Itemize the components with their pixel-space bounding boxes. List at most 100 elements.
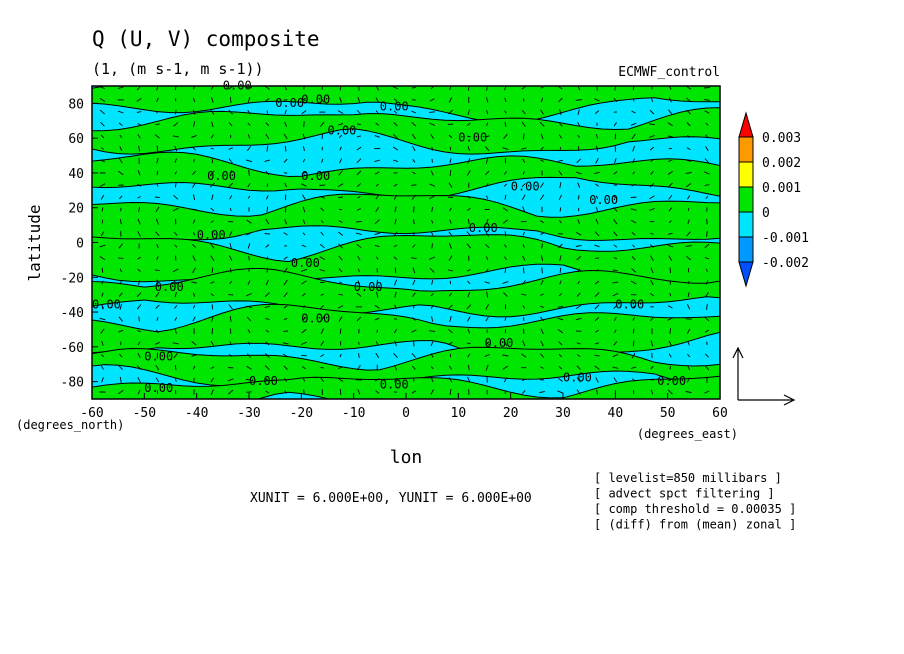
wind-vector (137, 134, 141, 139)
wind-vector (174, 365, 177, 371)
wind-vector (539, 391, 545, 394)
wind-vector (430, 170, 434, 176)
wind-vector (668, 232, 673, 235)
wind-vector (137, 352, 141, 359)
wind-vector (266, 206, 269, 213)
wind-vector (338, 170, 343, 176)
wind-vector (466, 208, 471, 211)
wind-vector (303, 146, 305, 152)
wind-vector (338, 366, 343, 370)
wind-vector (393, 329, 398, 334)
wind-vector (138, 279, 141, 286)
wind-vector (284, 390, 287, 394)
wind-vector (100, 328, 105, 334)
wind-vector (595, 218, 599, 225)
wind-vector (375, 352, 380, 359)
wind-vector (100, 231, 105, 237)
wind-vector (319, 195, 326, 199)
wind-vector (686, 122, 691, 127)
wind-vector (485, 231, 489, 237)
wind-vector (394, 279, 398, 286)
x-axis-label: lon (390, 447, 423, 468)
wind-vector (706, 268, 708, 272)
wind-vector (431, 146, 433, 151)
wind-vector (503, 133, 508, 139)
contour-label: 0.00 (249, 374, 278, 388)
wind-vector (484, 135, 490, 138)
y-axis-label: latitude (25, 204, 44, 281)
wind-vector (669, 292, 672, 297)
wind-vector (594, 244, 600, 248)
wind-vector (339, 353, 342, 358)
wind-vector (229, 341, 232, 346)
wind-vector (558, 170, 563, 176)
wind-vector (541, 243, 543, 249)
wind-vector (192, 97, 196, 103)
wind-vector (576, 389, 581, 395)
wind-vector (558, 121, 563, 127)
wind-vector (192, 232, 196, 236)
wind-vector (393, 364, 398, 371)
wind-vector (704, 98, 710, 101)
wind-vector (686, 304, 691, 310)
wind-vector (137, 268, 141, 272)
wind-vector (356, 220, 362, 223)
wind-vector (520, 147, 527, 150)
wind-vector (485, 256, 489, 261)
wind-vector (247, 341, 251, 346)
wind-vector (174, 158, 177, 163)
wind-vector (211, 121, 214, 128)
wind-vector (191, 341, 197, 346)
x-tick-label: 40 (608, 406, 624, 421)
wind-vector (504, 267, 507, 273)
wind-vector (174, 232, 178, 236)
wind-vector (376, 329, 378, 333)
annotation-note: [ levelist=850 millibars ] (594, 471, 782, 485)
wind-vector (283, 232, 288, 236)
wind-vector (155, 329, 160, 333)
wind-vector (265, 244, 270, 248)
contour-label: 0.00 (657, 374, 686, 388)
wind-vector (649, 208, 655, 211)
wind-vector (338, 255, 343, 261)
wind-vector (449, 207, 452, 212)
wind-vector (246, 219, 252, 224)
wind-vector (101, 377, 104, 383)
wind-vector (613, 244, 618, 248)
wind-vector (540, 232, 544, 236)
wind-vector (559, 219, 562, 224)
wind-vector (577, 219, 581, 225)
wind-vector (374, 159, 381, 163)
wind-vector (394, 206, 397, 213)
wind-vector (283, 292, 288, 298)
wind-vector (685, 172, 692, 174)
wind-vector (283, 256, 288, 260)
wind-vector (430, 293, 434, 297)
contour-label: 0.00 (485, 336, 514, 350)
wind-vector (301, 341, 307, 345)
wind-vector (265, 98, 270, 102)
wind-vector (356, 170, 362, 176)
wind-vector (576, 377, 581, 383)
wind-vector (118, 170, 124, 176)
wind-vector (264, 305, 271, 308)
wind-vector (210, 134, 214, 139)
contour-region (92, 86, 720, 124)
wind-vector (668, 255, 673, 261)
wind-vector (502, 219, 509, 224)
wind-vector (523, 267, 525, 274)
wind-vector (265, 218, 270, 225)
wind-vector (687, 341, 690, 346)
wind-vector (557, 317, 564, 321)
wind-vector (393, 194, 398, 200)
wind-vector (485, 364, 489, 371)
wind-vector (431, 219, 434, 224)
wind-vector (265, 122, 270, 127)
wind-vector (211, 158, 214, 164)
wind-vector (411, 365, 416, 370)
wind-vector (375, 390, 380, 394)
wind-vector (429, 183, 436, 187)
wind-vector (448, 243, 452, 249)
x-tick-label: -20 (290, 406, 313, 421)
wind-vector (466, 243, 472, 249)
